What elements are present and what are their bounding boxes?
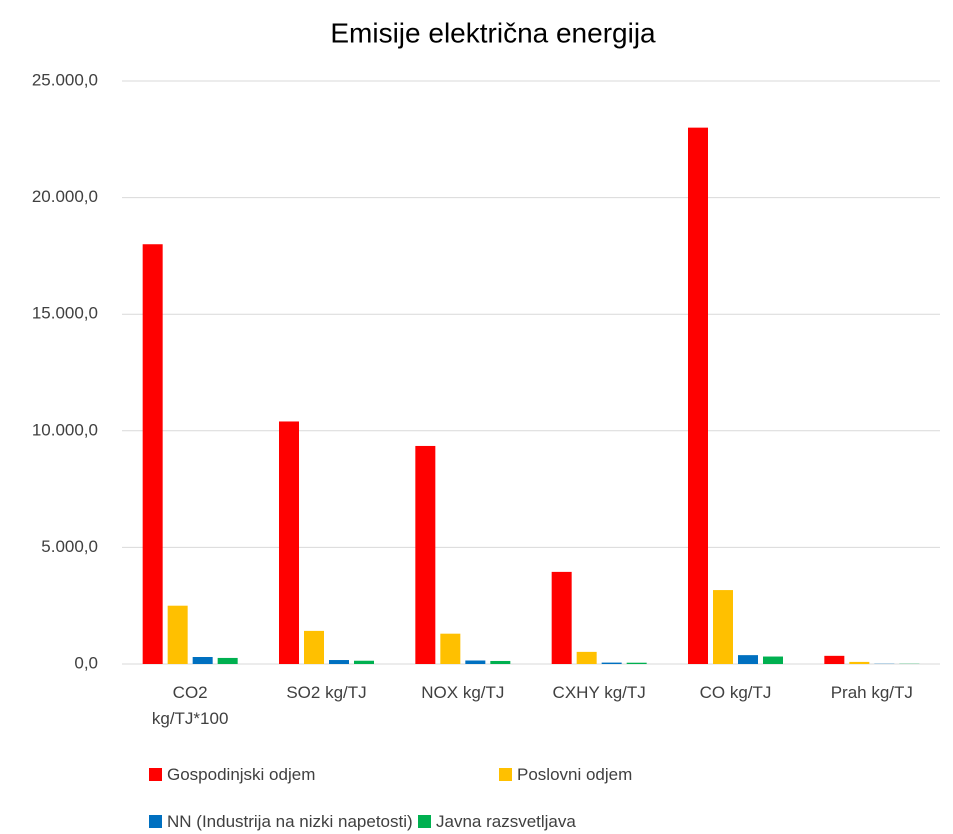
bar bbox=[465, 660, 486, 664]
bar bbox=[713, 590, 733, 664]
x-tick-label: CXHY kg/TJ bbox=[552, 683, 646, 702]
legend-label: NN (Industrija na nizki napetosti) bbox=[167, 812, 413, 831]
x-tick-label: CO2 kg/TJ*100 bbox=[151, 683, 229, 728]
bar bbox=[192, 657, 213, 664]
bar bbox=[490, 660, 511, 664]
x-tick-label: CO kg/TJ bbox=[699, 683, 772, 702]
bar bbox=[354, 660, 374, 664]
legend-label: Poslovni odjem bbox=[517, 765, 633, 784]
y-tick-label: 5.000,0 bbox=[41, 537, 98, 556]
bar bbox=[329, 660, 349, 664]
y-tick-label: 15.000,0 bbox=[32, 304, 98, 323]
y-tick-label: 10.000,0 bbox=[32, 420, 98, 439]
bar bbox=[415, 445, 436, 664]
y-tick-label: 20.000,0 bbox=[32, 187, 98, 206]
legend-label: Javna razsvetljava bbox=[436, 812, 576, 831]
bar bbox=[688, 127, 708, 664]
bar bbox=[601, 662, 622, 664]
x-tick-label: SO2 kg/TJ bbox=[286, 683, 367, 702]
bar bbox=[738, 655, 758, 664]
bar bbox=[440, 633, 461, 664]
x-tick-label: Prah kg/TJ bbox=[830, 683, 913, 702]
legend-item: Javna razsvetljava bbox=[418, 812, 576, 832]
legend-item: NN (Industrija na nizki napetosti) bbox=[149, 812, 413, 832]
x-tick-label: NOX kg/TJ bbox=[421, 683, 505, 702]
y-tick-label: 25.000,0 bbox=[32, 70, 98, 89]
legend-swatch bbox=[149, 768, 162, 781]
legend-swatch bbox=[499, 768, 512, 781]
legend-swatch bbox=[418, 815, 431, 828]
legend-label: Gospodinjski odjem bbox=[167, 765, 316, 784]
legend-swatch bbox=[149, 815, 162, 828]
bar bbox=[763, 656, 783, 664]
bar bbox=[217, 657, 238, 664]
bar bbox=[626, 662, 647, 664]
y-tick-label: 0,0 bbox=[74, 653, 98, 672]
bar bbox=[551, 571, 572, 664]
bar bbox=[304, 630, 324, 664]
bar bbox=[142, 244, 163, 665]
chart-title: Emisije električna energija bbox=[330, 17, 656, 48]
bar bbox=[279, 421, 299, 664]
bar bbox=[167, 605, 188, 664]
legend-item: Poslovni odjem bbox=[499, 765, 632, 785]
bar bbox=[576, 651, 597, 664]
legend-item: Gospodinjski odjem bbox=[149, 765, 315, 785]
bar bbox=[824, 655, 845, 664]
bar bbox=[849, 661, 870, 664]
